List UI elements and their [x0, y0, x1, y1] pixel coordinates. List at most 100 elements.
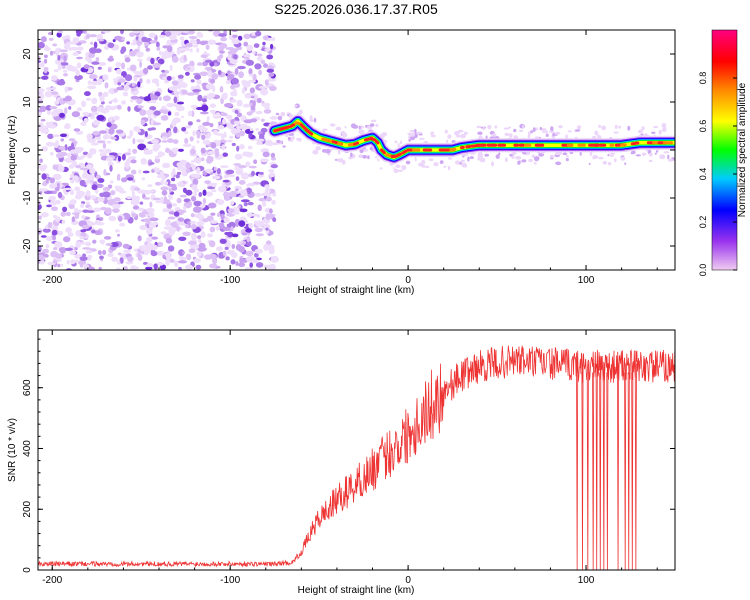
noise-blob — [110, 242, 119, 247]
noise-blob — [50, 91, 59, 95]
ridge-scatter-dot — [433, 162, 439, 167]
snr-dropout — [631, 363, 634, 570]
noise-blob — [129, 129, 134, 137]
noise-blob — [141, 177, 146, 181]
noise-blob — [51, 86, 57, 90]
noise-blob — [91, 184, 98, 191]
noise-blob — [112, 115, 120, 121]
noise-blob — [131, 190, 135, 197]
noise-blob — [102, 249, 107, 256]
noise-blob — [72, 175, 79, 182]
noise-blob — [47, 221, 53, 229]
noise-blob — [38, 165, 44, 169]
noise-blob — [49, 106, 58, 110]
noise-blob — [51, 75, 58, 81]
noise-blob — [139, 224, 147, 231]
noise-blob — [225, 139, 233, 143]
noise-blob — [117, 82, 122, 86]
noise-blob — [168, 226, 174, 233]
noise-blob — [168, 86, 178, 91]
noise-blob — [189, 136, 194, 142]
noise-blob — [153, 110, 161, 116]
ridge-core — [374, 139, 380, 145]
noise-blob — [85, 241, 91, 247]
noise-blob — [246, 187, 252, 194]
noise-blob — [249, 118, 258, 123]
noise-blob — [265, 227, 269, 231]
colorbar-tick-label: 0.0 — [698, 264, 708, 277]
noise-blob — [94, 230, 102, 236]
ridge-scatter-dot — [350, 123, 357, 129]
noise-blob — [65, 247, 73, 251]
ridge-scatter-dot — [272, 142, 279, 146]
noise-blob — [165, 237, 173, 244]
noise-blob — [256, 141, 263, 146]
noise-blob — [120, 30, 124, 35]
ridge-scatter-dot — [598, 124, 602, 128]
ridge-scatter-dot — [607, 162, 612, 166]
noise-blob — [130, 95, 139, 100]
x-tick-label: -100 — [220, 275, 240, 286]
noise-blob — [126, 195, 132, 200]
noise-blob — [190, 104, 198, 109]
noise-blob — [49, 200, 58, 206]
noise-blob — [74, 212, 80, 219]
ridge-scatter-dot — [653, 125, 659, 129]
noise-blob — [122, 91, 129, 97]
noise-blob — [138, 169, 142, 174]
noise-blob — [256, 56, 263, 62]
noise-blob — [127, 148, 132, 153]
noise-blob — [245, 161, 251, 167]
noise-blob — [38, 227, 42, 231]
snr-dropout — [602, 363, 605, 570]
ridge-scatter-dot — [298, 109, 303, 115]
noise-blob — [86, 152, 93, 159]
noise-blob — [68, 106, 72, 110]
noise-blob — [44, 254, 49, 258]
noise-blob — [102, 30, 111, 33]
noise-blob — [66, 259, 70, 265]
noise-blob — [151, 139, 159, 144]
noise-blob — [182, 231, 191, 236]
noise-blob — [233, 54, 238, 60]
noise-blob — [246, 111, 253, 116]
noise-blob — [123, 266, 128, 270]
noise-blob — [74, 186, 81, 192]
noise-blob — [219, 238, 227, 244]
noise-blob — [79, 262, 84, 268]
noise-blob — [146, 79, 151, 84]
noise-blob — [221, 92, 228, 100]
ridge-scatter-dot — [540, 128, 547, 132]
noise-blob — [219, 43, 228, 49]
ridge-scatter-dot — [588, 162, 591, 165]
noise-blob — [127, 256, 134, 262]
noise-blob — [216, 55, 222, 63]
noise-blob — [189, 48, 193, 53]
noise-blob — [241, 87, 245, 95]
noise-blob — [90, 142, 99, 146]
ridge-scatter-dot — [476, 125, 482, 128]
noise-blob — [171, 185, 178, 191]
noise-blob — [253, 159, 258, 164]
noise-blob — [57, 263, 61, 268]
noise-blob — [192, 130, 196, 136]
noise-blob — [195, 264, 202, 270]
snr-dropout — [595, 363, 598, 570]
noise-blob — [248, 68, 253, 75]
ridge-scatter-dot — [443, 165, 447, 168]
noise-blob — [77, 260, 87, 265]
noise-blob — [55, 59, 62, 65]
noise-blob — [124, 57, 131, 63]
noise-blob — [165, 259, 170, 266]
ridge-scatter-dot — [444, 129, 448, 134]
noise-blob — [189, 221, 197, 224]
ridge-scatter-dot — [494, 125, 498, 129]
noise-blob — [222, 226, 231, 231]
ridge-scatter-dot — [556, 151, 562, 156]
noise-blob — [146, 228, 153, 235]
noise-blob — [60, 211, 66, 217]
noise-blob — [74, 74, 83, 81]
noise-blob — [115, 68, 122, 75]
noise-blob — [261, 118, 265, 123]
ridge-scatter-dot — [515, 156, 522, 160]
